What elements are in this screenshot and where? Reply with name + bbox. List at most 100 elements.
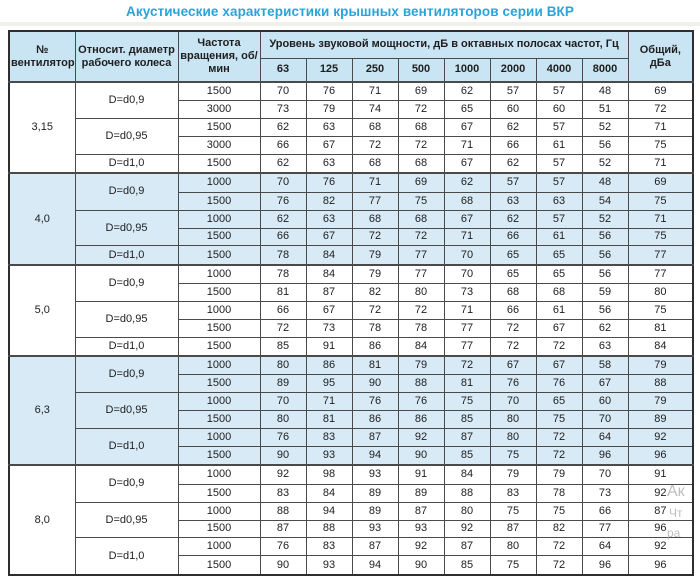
level-cell: 66 <box>489 227 537 247</box>
level-cell: 72 <box>259 318 307 338</box>
level-cell: 81 <box>443 374 491 394</box>
total-dba-cell: 96 <box>627 519 694 539</box>
level-cell: 66 <box>581 501 629 521</box>
level-cell: 84 <box>397 336 445 357</box>
level-cell: 72 <box>351 300 399 320</box>
table-row: 1500 66 67 72 72 71 66 61 56 75 <box>9 227 694 247</box>
level-cell: 85 <box>443 446 491 466</box>
header-band-500-hz: 500 <box>397 57 445 83</box>
speed-cell: 1500 <box>177 410 261 430</box>
speed-cell: 1000 <box>177 392 261 412</box>
level-cell: 88 <box>259 501 307 521</box>
total-dba-cell: 75 <box>627 300 694 320</box>
table-row: 1500 90 93 94 90 85 75 72 96 96 <box>9 446 694 466</box>
total-dba-cell: 89 <box>627 410 694 430</box>
table-row: 1500 72 73 78 78 77 72 67 62 81 <box>9 318 694 338</box>
level-cell: 73 <box>581 483 629 503</box>
level-cell: 93 <box>305 555 353 576</box>
level-cell: 77 <box>397 263 445 284</box>
level-cell: 90 <box>397 555 445 576</box>
level-cell: 56 <box>581 263 629 284</box>
level-cell: 72 <box>397 100 445 120</box>
page-title: Акустические характеристики крышных вент… <box>125 4 574 19</box>
level-cell: 61 <box>535 227 583 247</box>
header-sound-power-group: Уровень звуковой мощности, дБ в октавных… <box>259 30 629 59</box>
header-total-dba: Общий, дБа <box>627 30 694 83</box>
level-cell: 83 <box>259 483 307 503</box>
level-cell: 75 <box>489 555 537 576</box>
level-cell: 75 <box>489 501 537 521</box>
speed-cell: 1000 <box>177 355 261 376</box>
level-cell: 72 <box>535 428 583 448</box>
table-row: D=d0,95 1000 66 67 72 72 71 66 61 56 75 <box>9 300 694 338</box>
level-cell: 59 <box>581 282 629 302</box>
level-cell: 96 <box>581 446 629 466</box>
level-cell: 73 <box>305 318 353 338</box>
level-cell: 89 <box>397 483 445 503</box>
level-cell: 87 <box>259 519 307 539</box>
level-cell: 84 <box>305 483 353 503</box>
diameter-cell: D=d1,0 <box>74 428 179 466</box>
level-cell: 87 <box>351 537 399 557</box>
level-cell: 93 <box>305 446 353 466</box>
level-cell: 87 <box>351 428 399 448</box>
level-cell: 80 <box>489 537 537 557</box>
level-cell: 48 <box>581 172 629 193</box>
total-dba-cell: 69 <box>627 81 694 102</box>
level-cell: 85 <box>443 555 491 576</box>
level-cell: 93 <box>351 519 399 539</box>
level-cell: 65 <box>489 245 537 266</box>
total-dba-cell: 77 <box>627 245 694 266</box>
total-dba-cell: 96 <box>627 555 694 576</box>
speed-cell: 1500 <box>177 555 261 576</box>
level-cell: 89 <box>351 501 399 521</box>
level-cell: 80 <box>397 282 445 302</box>
level-cell: 75 <box>397 191 445 211</box>
level-cell: 72 <box>489 336 537 357</box>
level-cell: 63 <box>305 209 353 229</box>
header-rotation-speed: Частота вращения, об/мин <box>177 30 261 83</box>
level-cell: 76 <box>351 392 399 412</box>
level-cell: 81 <box>305 410 353 430</box>
level-cell: 75 <box>535 410 583 430</box>
level-cell: 62 <box>259 209 307 229</box>
level-cell: 61 <box>535 300 583 320</box>
level-cell: 75 <box>443 392 491 412</box>
level-cell: 71 <box>443 227 491 247</box>
fan-size-cell: 8,0 <box>8 464 76 576</box>
level-cell: 87 <box>397 501 445 521</box>
level-cell: 62 <box>489 118 537 138</box>
level-cell: 71 <box>351 81 399 102</box>
level-cell: 65 <box>535 263 583 284</box>
level-cell: 72 <box>351 136 399 156</box>
table-body: 3,15 D=d0,9 1500 70 76 71 69 62 57 57 48 69 3000 73 79… <box>8 80 694 576</box>
level-cell: 80 <box>259 355 307 376</box>
level-cell: 90 <box>397 446 445 466</box>
fan-size-cell: 5,0 <box>8 263 76 357</box>
level-cell: 63 <box>535 191 583 211</box>
table-row: 1500 89 95 90 88 81 76 76 67 88 <box>9 374 694 394</box>
level-cell: 57 <box>535 172 583 193</box>
level-cell: 70 <box>581 410 629 430</box>
level-cell: 88 <box>397 374 445 394</box>
level-cell: 94 <box>351 555 399 576</box>
level-cell: 71 <box>443 136 491 156</box>
total-dba-cell: 79 <box>627 392 694 412</box>
speed-cell: 1000 <box>177 537 261 557</box>
speed-cell: 1500 <box>177 336 261 357</box>
level-cell: 67 <box>305 300 353 320</box>
diameter-cell: D=d0,95 <box>74 501 179 539</box>
level-cell: 78 <box>259 245 307 266</box>
level-cell: 67 <box>489 355 537 376</box>
level-cell: 86 <box>305 355 353 376</box>
level-cell: 58 <box>581 355 629 376</box>
level-cell: 80 <box>489 428 537 448</box>
level-cell: 70 <box>443 245 491 266</box>
level-cell: 72 <box>397 300 445 320</box>
level-cell: 67 <box>535 318 583 338</box>
level-cell: 72 <box>443 355 491 376</box>
level-cell: 92 <box>259 464 307 485</box>
level-cell: 79 <box>351 245 399 266</box>
level-cell: 67 <box>305 136 353 156</box>
level-cell: 66 <box>489 300 537 320</box>
